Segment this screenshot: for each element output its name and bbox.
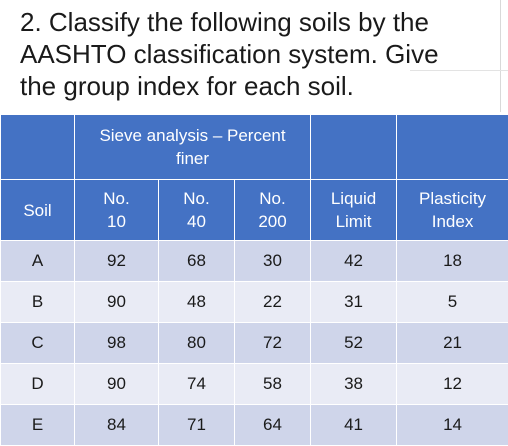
cell-liquid-limit: 38 xyxy=(311,364,397,405)
cell-liquid-limit: 52 xyxy=(311,323,397,364)
table-row: B 90 48 22 31 5 xyxy=(1,282,508,323)
soil-data-table: Sieve analysis – Percent finer Soil No. … xyxy=(0,114,508,446)
cell-no200: 72 xyxy=(235,323,311,364)
table-header-row: Sieve analysis – Percent finer xyxy=(1,115,508,180)
cell-plasticity-index: 12 xyxy=(397,364,508,405)
table-row: E 84 71 64 41 14 xyxy=(1,405,508,446)
cell-no10: 90 xyxy=(75,282,159,323)
question-line: AASHTO classification system. Give xyxy=(20,38,490,70)
cell-soil: C xyxy=(1,323,75,364)
cell-no10: 84 xyxy=(75,405,159,446)
table-row: D 90 74 58 38 12 xyxy=(1,364,508,405)
header-cell-empty xyxy=(311,115,397,180)
cell-soil: B xyxy=(1,282,75,323)
cell-no200: 58 xyxy=(235,364,311,405)
cell-no40: 68 xyxy=(159,241,235,282)
cell-no40: 80 xyxy=(159,323,235,364)
header-no40: No. 40 xyxy=(159,180,235,241)
header-liquid-limit: Liquid Limit xyxy=(311,180,397,241)
cell-liquid-limit: 41 xyxy=(311,405,397,446)
table-row: A 92 68 30 42 18 xyxy=(1,241,508,282)
background-grid-line xyxy=(500,0,501,112)
cell-plasticity-index: 18 xyxy=(397,241,508,282)
header-cell-empty xyxy=(397,115,508,180)
table-row: C 98 80 72 52 21 xyxy=(1,323,508,364)
header-no10: No. 10 xyxy=(75,180,159,241)
cell-soil: E xyxy=(1,405,75,446)
header-sieve-analysis: Sieve analysis – Percent finer xyxy=(75,115,311,180)
cell-no200: 64 xyxy=(235,405,311,446)
cell-soil: D xyxy=(1,364,75,405)
cell-no10: 98 xyxy=(75,323,159,364)
background-grid-line xyxy=(410,70,508,71)
question-line: 2. Classify the following soils by the xyxy=(20,6,490,38)
cell-plasticity-index: 5 xyxy=(397,282,508,323)
cell-plasticity-index: 14 xyxy=(397,405,508,446)
cell-no200: 22 xyxy=(235,282,311,323)
cell-no10: 90 xyxy=(75,364,159,405)
cell-no40: 71 xyxy=(159,405,235,446)
cell-no200: 30 xyxy=(235,241,311,282)
cell-no40: 48 xyxy=(159,282,235,323)
cell-no10: 92 xyxy=(75,241,159,282)
header-plasticity-index: Plasticity Index xyxy=(397,180,508,241)
table-header-row: Soil No. 10 No. 40 No. 200 Liquid Limit … xyxy=(1,180,508,241)
question-text: 2. Classify the following soils by the A… xyxy=(20,6,490,102)
header-no200: No. 200 xyxy=(235,180,311,241)
question-line: the group index for each soil. xyxy=(20,70,490,102)
cell-plasticity-index: 21 xyxy=(397,323,508,364)
cell-no40: 74 xyxy=(159,364,235,405)
header-soil: Soil xyxy=(1,180,75,241)
cell-soil: A xyxy=(1,241,75,282)
header-cell-empty xyxy=(1,115,75,180)
cell-liquid-limit: 42 xyxy=(311,241,397,282)
cell-liquid-limit: 31 xyxy=(311,282,397,323)
